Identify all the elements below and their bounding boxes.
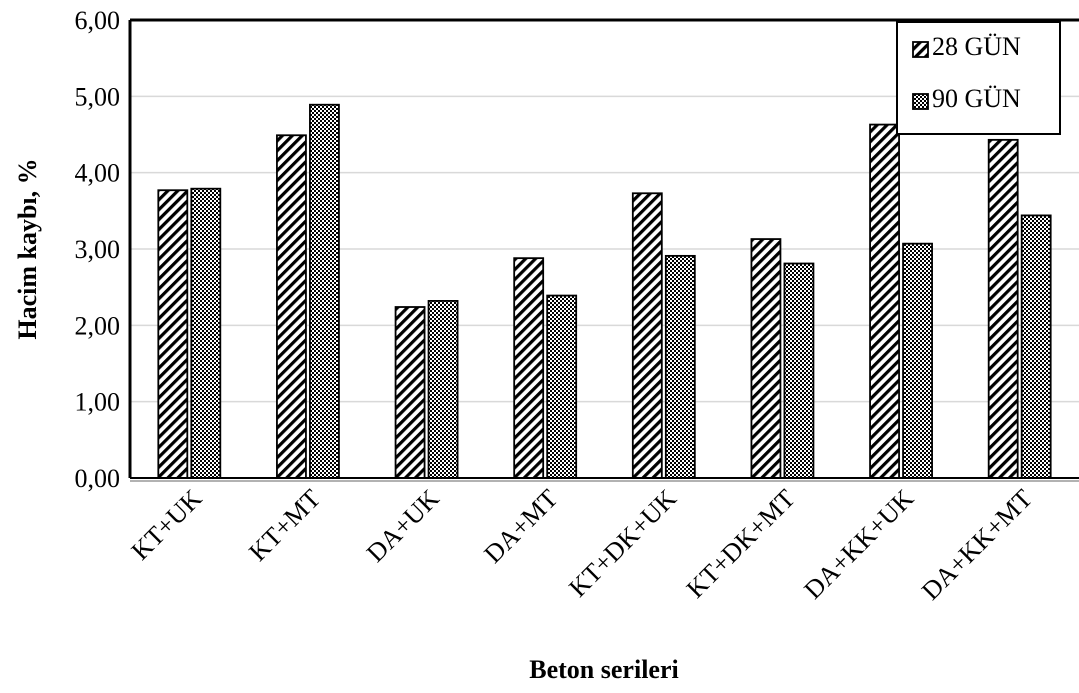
- bar-90-gun: [902, 242, 933, 479]
- x-tick-label: KT+UK: [126, 484, 208, 566]
- x-tick-label: DA+UK: [361, 484, 445, 568]
- bar-90-gun: [664, 254, 696, 479]
- bar-90-gun: [1020, 214, 1052, 479]
- y-tick-label: 5,00: [75, 82, 121, 111]
- legend-swatch: [912, 93, 929, 110]
- legend: 28 GÜN 90 GÜN: [896, 21, 1061, 135]
- y-tick-label: 2,00: [75, 311, 121, 340]
- x-tick-label: DA+KK+MT: [916, 484, 1038, 606]
- bar-28-gun: [513, 257, 545, 479]
- x-axis-title: Beton serileri: [529, 655, 678, 684]
- y-tick-label: 0,00: [75, 464, 121, 493]
- legend-label: 90 GÜN: [932, 84, 1021, 113]
- legend-label: 28 GÜN: [932, 32, 1021, 61]
- bar-90-gun: [309, 103, 340, 479]
- bar-28-gun: [869, 123, 900, 479]
- x-tick-label: KT+MT: [243, 484, 326, 567]
- bar-28-gun: [394, 306, 426, 479]
- legend-swatch: [912, 41, 929, 58]
- bar-28-gun: [631, 192, 663, 479]
- bar-28-gun: [987, 138, 1019, 479]
- y-tick-label: 4,00: [75, 159, 121, 188]
- bar-90-gun: [783, 262, 815, 479]
- bars: [157, 103, 1052, 479]
- y-tick-label: 3,00: [75, 235, 121, 264]
- legend-box: [896, 21, 1061, 135]
- y-axis-title: Hacim kaybı, %: [13, 158, 42, 339]
- gridlines: [130, 95, 1079, 403]
- x-tick-labels: KT+UK KT+MT DA+UK DA+MT KT+DK+UKKT+DK+MTDA+K…: [126, 484, 1038, 606]
- bar-28-gun: [276, 134, 307, 479]
- y-tick-labels: 0,00 1,00 2,00 3,00 4,00 5,00 6,00: [75, 6, 121, 493]
- x-tick-label: DA+KK+UK: [798, 484, 919, 605]
- bar-90-gun: [190, 187, 222, 479]
- bar-28-gun: [750, 238, 782, 479]
- bar-28-gun: [157, 189, 189, 479]
- x-tick-label: KT+DK+MT: [681, 484, 801, 604]
- x-tick-label: DA+MT: [478, 484, 563, 569]
- y-tick-label: 6,00: [75, 6, 121, 35]
- y-tick-label: 1,00: [75, 388, 121, 417]
- bar-90-gun: [546, 294, 578, 479]
- bar-90-gun: [427, 300, 459, 479]
- x-tick-label: KT+DK+UK: [563, 484, 682, 603]
- axes: [128, 18, 1079, 482]
